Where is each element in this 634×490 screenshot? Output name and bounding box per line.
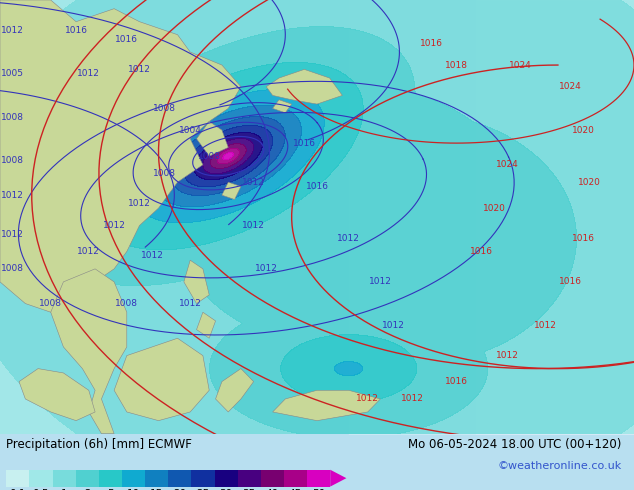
Bar (214, 470, 238, 487)
Text: 1012: 1012 (401, 394, 424, 403)
Text: 1016: 1016 (470, 247, 493, 256)
Text: 1008: 1008 (115, 299, 138, 308)
Text: 1: 1 (61, 489, 67, 490)
Bar (261, 470, 284, 487)
Text: 1016: 1016 (420, 39, 443, 48)
Text: 1020: 1020 (483, 204, 506, 213)
Bar (145, 470, 168, 487)
Text: 1012: 1012 (534, 321, 557, 330)
Text: 1008: 1008 (39, 299, 62, 308)
Bar (168, 470, 191, 487)
Text: 1012: 1012 (496, 351, 519, 360)
Bar (307, 470, 330, 487)
Text: 1012: 1012 (356, 394, 379, 403)
Bar (75, 470, 99, 487)
Text: 20: 20 (173, 489, 186, 490)
Text: 1020: 1020 (572, 125, 595, 135)
Text: 1012: 1012 (141, 251, 164, 260)
Text: 1012: 1012 (242, 178, 265, 187)
Text: 1024: 1024 (559, 82, 582, 91)
Text: 0.5: 0.5 (33, 489, 49, 490)
Text: 1012: 1012 (128, 199, 151, 208)
Text: Precipitation (6h) [mm] ECMWF: Precipitation (6h) [mm] ECMWF (6, 438, 192, 451)
Text: 25: 25 (197, 489, 210, 490)
Text: 1008: 1008 (1, 265, 24, 273)
Text: 30: 30 (219, 489, 233, 490)
Text: 1004: 1004 (179, 125, 202, 135)
Text: 50: 50 (312, 489, 325, 490)
Text: 1012: 1012 (128, 65, 151, 74)
Text: 1012: 1012 (77, 69, 100, 78)
Text: 1008: 1008 (153, 104, 176, 113)
Text: 1012: 1012 (369, 277, 392, 286)
Polygon shape (266, 70, 342, 104)
Polygon shape (222, 182, 241, 199)
Text: 1012: 1012 (382, 321, 404, 330)
Text: 5: 5 (107, 489, 113, 490)
Text: 1018: 1018 (445, 61, 468, 70)
Text: 1012: 1012 (242, 221, 265, 230)
Text: 0.1: 0.1 (10, 489, 26, 490)
Text: 1020: 1020 (578, 178, 601, 187)
Text: 1016: 1016 (65, 26, 87, 35)
Text: 1005: 1005 (1, 69, 24, 78)
Text: 1012: 1012 (1, 191, 24, 199)
Polygon shape (216, 368, 254, 412)
Bar (29, 470, 53, 487)
Text: 1016: 1016 (115, 34, 138, 44)
Text: 35: 35 (243, 489, 256, 490)
Polygon shape (51, 269, 127, 434)
Text: 1012: 1012 (255, 265, 278, 273)
Bar (53, 470, 75, 487)
Bar (238, 470, 261, 487)
Text: 40: 40 (266, 489, 279, 490)
Text: 1012: 1012 (179, 299, 202, 308)
Text: 1008: 1008 (1, 113, 24, 122)
Text: 1012: 1012 (1, 26, 24, 35)
Text: 10: 10 (127, 489, 140, 490)
Text: 1012: 1012 (1, 230, 24, 239)
Text: 15: 15 (150, 489, 164, 490)
Text: 1016: 1016 (445, 377, 468, 386)
Polygon shape (330, 470, 346, 487)
Text: 1016: 1016 (306, 182, 328, 191)
Polygon shape (19, 368, 95, 420)
Polygon shape (197, 122, 228, 156)
Bar (99, 470, 122, 487)
Text: ©weatheronline.co.uk: ©weatheronline.co.uk (497, 461, 621, 471)
Text: 1016: 1016 (572, 234, 595, 243)
Text: 1012: 1012 (337, 234, 360, 243)
Bar (6, 470, 29, 487)
Bar (122, 470, 145, 487)
Bar (191, 470, 214, 487)
Text: 1016: 1016 (293, 139, 316, 147)
Text: Mo 06-05-2024 18.00 UTC (00+120): Mo 06-05-2024 18.00 UTC (00+120) (408, 438, 621, 451)
Text: 2: 2 (84, 489, 91, 490)
Text: 1012: 1012 (77, 247, 100, 256)
Text: 1008: 1008 (198, 151, 221, 161)
Polygon shape (184, 260, 209, 304)
Polygon shape (0, 0, 241, 312)
Bar (284, 470, 307, 487)
Text: 1008: 1008 (1, 156, 24, 165)
Polygon shape (197, 312, 216, 338)
Text: 1012: 1012 (103, 221, 126, 230)
Polygon shape (114, 338, 209, 420)
Text: 1008: 1008 (153, 169, 176, 178)
Text: 1024: 1024 (496, 160, 519, 169)
Text: 45: 45 (289, 489, 302, 490)
Polygon shape (273, 390, 380, 420)
Text: 1016: 1016 (559, 277, 582, 286)
Polygon shape (273, 100, 292, 113)
Text: 1024: 1024 (508, 61, 531, 70)
